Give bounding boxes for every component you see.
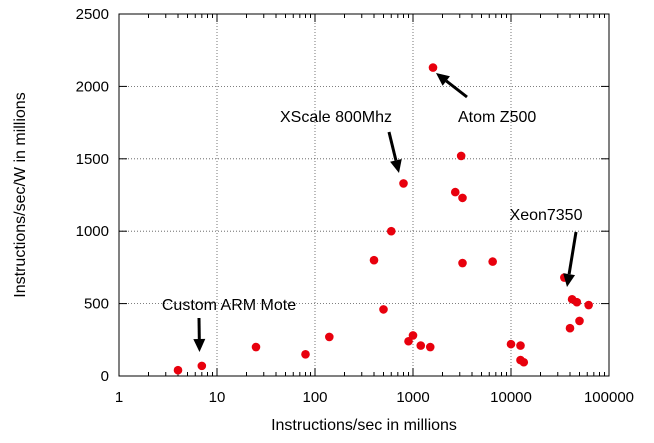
y-tick-label: 1500 (76, 151, 109, 168)
y-tick-label: 500 (84, 296, 109, 313)
x-tick-label: 10 (209, 389, 226, 406)
annotation-arrow-head (193, 339, 205, 352)
data-point (451, 188, 460, 197)
data-point (488, 257, 497, 266)
annotation-label: Atom Z500 (458, 109, 536, 126)
annotation-label: XScale 800Mhz (280, 109, 392, 126)
data-point (198, 362, 207, 371)
data-point (379, 305, 388, 314)
data-point (584, 301, 593, 310)
data-point (409, 331, 418, 340)
data-point (426, 343, 435, 352)
data-point (566, 324, 575, 333)
x-tick-label: 10000 (490, 389, 532, 406)
data-point (387, 227, 396, 236)
data-point (252, 343, 261, 352)
data-point (429, 63, 438, 72)
annotation-label: Xeon7350 (510, 207, 583, 224)
grid-lines (119, 14, 609, 376)
annotation-arrow-shaft (389, 132, 396, 160)
y-tick-label: 0 (101, 368, 109, 385)
annotation-arrow-shaft (569, 232, 576, 274)
x-tick-label: 100 (302, 389, 327, 406)
annotations: Custom ARM Mote XScale 800Mhz Atom Z500 Xeo… (162, 73, 583, 352)
plot-frame (119, 14, 609, 376)
y-tick-label: 2000 (76, 78, 109, 95)
data-point (174, 366, 183, 375)
annotation-arrow-shaft (446, 81, 467, 97)
annotation-label: Custom ARM Mote (162, 297, 296, 314)
data-point (399, 179, 408, 188)
data-point (458, 194, 467, 203)
data-point (575, 317, 584, 326)
data-point (507, 340, 516, 349)
y-axis-title: Instructions/sec/W in millions (12, 92, 29, 297)
data-point (416, 341, 425, 350)
x-tick-label: 1 (115, 389, 123, 406)
data-point (301, 350, 310, 359)
y-tick-label: 1000 (76, 223, 109, 240)
axis-ticks: 1 10 100 1000 10000 100000 0 500 1000 1500 2000 250… (76, 6, 634, 406)
data-point (516, 341, 525, 350)
data-point (573, 298, 582, 307)
data-point (458, 259, 467, 268)
x-tick-label: 1000 (396, 389, 429, 406)
data-point (325, 333, 334, 342)
data-point (370, 256, 379, 265)
x-axis-title: Instructions/sec in millions (271, 417, 457, 434)
annotation-arrow-head (390, 159, 402, 173)
data-point (519, 358, 528, 367)
y-tick-label: 2500 (76, 6, 109, 23)
data-point (457, 152, 466, 161)
x-tick-label: 100000 (584, 389, 634, 406)
